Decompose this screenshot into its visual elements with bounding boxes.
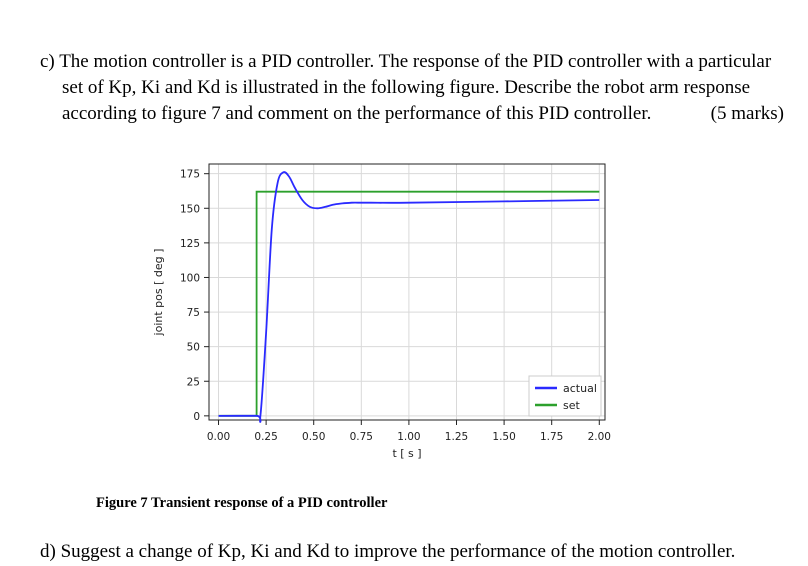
y-tick-label: 150 [180,203,200,215]
legend-label-set: set [563,399,580,412]
x-tick-label: 0.50 [302,431,325,443]
figure-caption: Figure 7 Transient response of a PID con… [96,495,388,511]
pid-response-chart: 0.00 0.25 0.50 0.75 1.00 1.25 1.50 1.75 2.00 0 25 5… [152,163,611,460]
question-c-label: c) [40,51,55,72]
question-c-line2: set of Kp, Ki and Kd is illustrated in t… [62,77,751,98]
y-tick-label: 125 [180,238,200,250]
x-tick-label: 1.25 [445,431,468,443]
question-c-line1: The motion controller is a PID controlle… [59,51,772,72]
series-line-actual [218,171,600,423]
x-tick-label: 0.75 [350,431,373,443]
question-c-marks: (5 marks) [710,103,784,124]
x-tick-label: 2.00 [588,431,611,443]
y-tick-label: 100 [180,272,200,284]
x-tick-label: 0.25 [254,431,277,443]
x-tick-label: 1.75 [540,431,563,443]
question-c-line3: according to figure 7 and comment on the… [62,103,652,124]
plot-frame [208,163,606,421]
x-axis-label: t [ s ] [392,447,421,460]
y-tick-label: 50 [187,342,200,354]
question-d-text: Suggest a change of Kp, Ki and Kd to imp… [60,541,736,562]
y-tick-label: 175 [180,169,200,181]
question-c-line3-wrap: according to figure 7 and comment on the… [40,101,784,127]
legend-box [528,375,602,417]
y-axis-label: joint pos [ deg ] [152,249,165,337]
y-tick-label: 25 [187,376,200,388]
y-tick-label: 0 [193,411,200,423]
y-tick-label: 75 [187,307,200,319]
question-c: c) The motion controller is a PID contro… [40,49,784,127]
x-tick-label: 1.00 [397,431,420,443]
legend-label-actual: actual [563,382,597,395]
x-tick-label: 1.50 [492,431,515,443]
question-d: d) Suggest a change of Kp, Ki and Kd to … [40,539,735,565]
question-d-label: d) [40,541,56,562]
x-tick-label: 0.00 [207,431,230,443]
